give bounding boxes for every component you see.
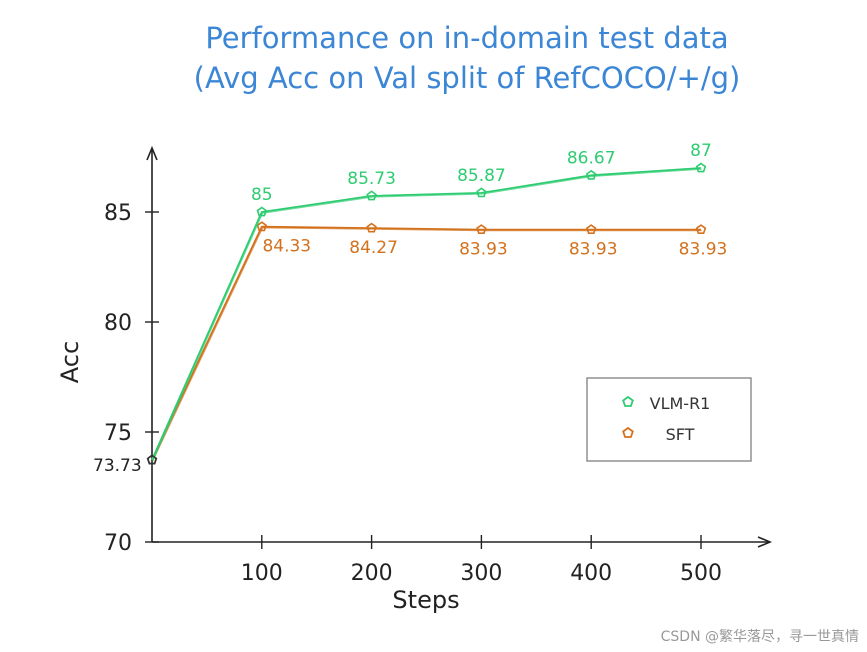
data-label-sft: 84.33 bbox=[262, 237, 311, 257]
data-point-vlm-r1 bbox=[256, 206, 268, 217]
x-tick-label: 400 bbox=[570, 561, 612, 586]
data-label-sft: 83.93 bbox=[679, 240, 728, 260]
legend-marker-sft bbox=[622, 426, 634, 438]
x-tick-label: 100 bbox=[241, 561, 283, 586]
y-axis-arrow bbox=[146, 145, 158, 161]
data-labels: 84.33 84.27 83.93 83.93 83.93 85 85.73 85.87 86.… bbox=[251, 141, 727, 260]
data-point-sft bbox=[256, 221, 268, 232]
series-line-sft bbox=[151, 225, 701, 461]
y-tick-label: 75 bbox=[104, 421, 132, 446]
data-point-sft bbox=[695, 224, 707, 234]
legend-label-sft: SFT bbox=[666, 425, 695, 444]
x-tick-label: 300 bbox=[460, 561, 502, 586]
series-line-vlm-r1 bbox=[151, 167, 702, 461]
data-point-vlm-r1 bbox=[146, 454, 158, 465]
data-point-sft bbox=[476, 224, 487, 234]
data-point-vlm-r1 bbox=[585, 169, 597, 180]
chart-title: Performance on in-domain test data (Avg … bbox=[194, 21, 741, 95]
series-line-sketch-sft bbox=[152, 227, 702, 462]
data-label-sft: 84.27 bbox=[349, 238, 398, 258]
data-point-vlm-r1 bbox=[695, 162, 707, 173]
y-axis-label: Acc bbox=[56, 341, 84, 383]
data-point-vlm-r1 bbox=[366, 190, 377, 201]
y-tick-label: 85 bbox=[104, 201, 132, 226]
y-tick-label: 70 bbox=[104, 531, 132, 556]
watermark: CSDN @繁华落尽，寻一世真情 bbox=[660, 629, 859, 645]
data-label-vlm-r1: 86.67 bbox=[567, 148, 616, 168]
chart-title-line-2: (Avg Acc on Val split of RefCOCO/+/g) bbox=[194, 61, 741, 95]
series-layer bbox=[146, 162, 707, 465]
data-label-vlm-r1: 85.87 bbox=[457, 166, 506, 186]
axes: 70 75 80 85 100 200 300 400 500 Steps Acc 73.73 bbox=[56, 145, 773, 614]
series-line-sketch-vlm-r1 bbox=[152, 168, 702, 462]
legend-label-vlm-r1: VLM-R1 bbox=[650, 394, 711, 413]
x-tick-label: 500 bbox=[680, 561, 722, 586]
data-point-sft bbox=[585, 224, 597, 234]
start-value-label: 73.73 bbox=[93, 456, 142, 476]
chart-title-line-1: Performance on in-domain test data bbox=[205, 21, 728, 55]
legend-box bbox=[586, 377, 752, 462]
x-axis-arrow bbox=[757, 536, 773, 548]
data-label-sft: 83.93 bbox=[459, 240, 508, 260]
legend: VLM-R1 SFT bbox=[586, 377, 752, 462]
y-tick-label: 80 bbox=[104, 311, 132, 336]
x-axis-label: Steps bbox=[392, 586, 459, 614]
data-label-vlm-r1: 85 bbox=[251, 185, 273, 205]
data-label-vlm-r1: 87 bbox=[690, 141, 712, 161]
data-point-sft bbox=[366, 222, 377, 233]
data-point-vlm-r1 bbox=[476, 187, 487, 198]
x-tick-label: 200 bbox=[351, 561, 393, 586]
legend-marker-vlm-r1 bbox=[622, 395, 634, 407]
data-label-vlm-r1: 85.73 bbox=[347, 169, 396, 189]
data-label-sft: 83.93 bbox=[569, 240, 618, 260]
